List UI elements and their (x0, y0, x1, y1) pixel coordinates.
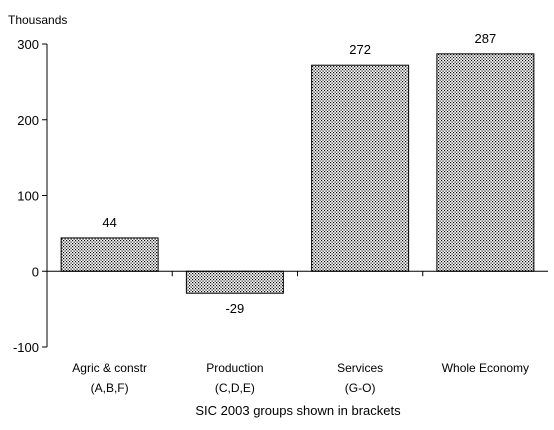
y-tick-label-0: -100 (13, 340, 39, 355)
y-tick-label-3: 200 (17, 113, 39, 128)
labels-group: 44 Agric & constr (A,B,F) -29 Production (C,D… (13, 31, 529, 395)
data-label-3: 287 (475, 31, 497, 46)
category-label-0-line1: Agric & constr (72, 361, 147, 375)
y-unit-label: Thousands (8, 13, 67, 27)
category-label-2-line1: Services (337, 361, 383, 375)
bar-0 (60, 237, 159, 272)
category-label-3-line1: Whole Economy (442, 361, 529, 375)
category-label-1-line1: Production (206, 361, 263, 375)
bar-2 (311, 64, 410, 272)
bar-3 (436, 53, 535, 272)
category-label-1-line2: (C,D,E) (215, 381, 255, 395)
data-label-1: -29 (225, 301, 244, 316)
data-label-0: 44 (102, 215, 116, 230)
category-label-2-line2: (G-O) (345, 381, 376, 395)
data-label-2: 272 (349, 42, 371, 57)
axes-group (42, 43, 548, 348)
x-axis-title: SIC 2003 groups shown in brackets (195, 403, 401, 418)
bar-1 (185, 270, 284, 294)
y-tick-label-4: 300 (17, 37, 39, 52)
category-label-0-line2: (A,B,F) (91, 381, 129, 395)
bars-group (60, 53, 535, 294)
y-tick-label-1: 0 (32, 264, 39, 279)
y-tick-label-2: 100 (17, 189, 39, 204)
